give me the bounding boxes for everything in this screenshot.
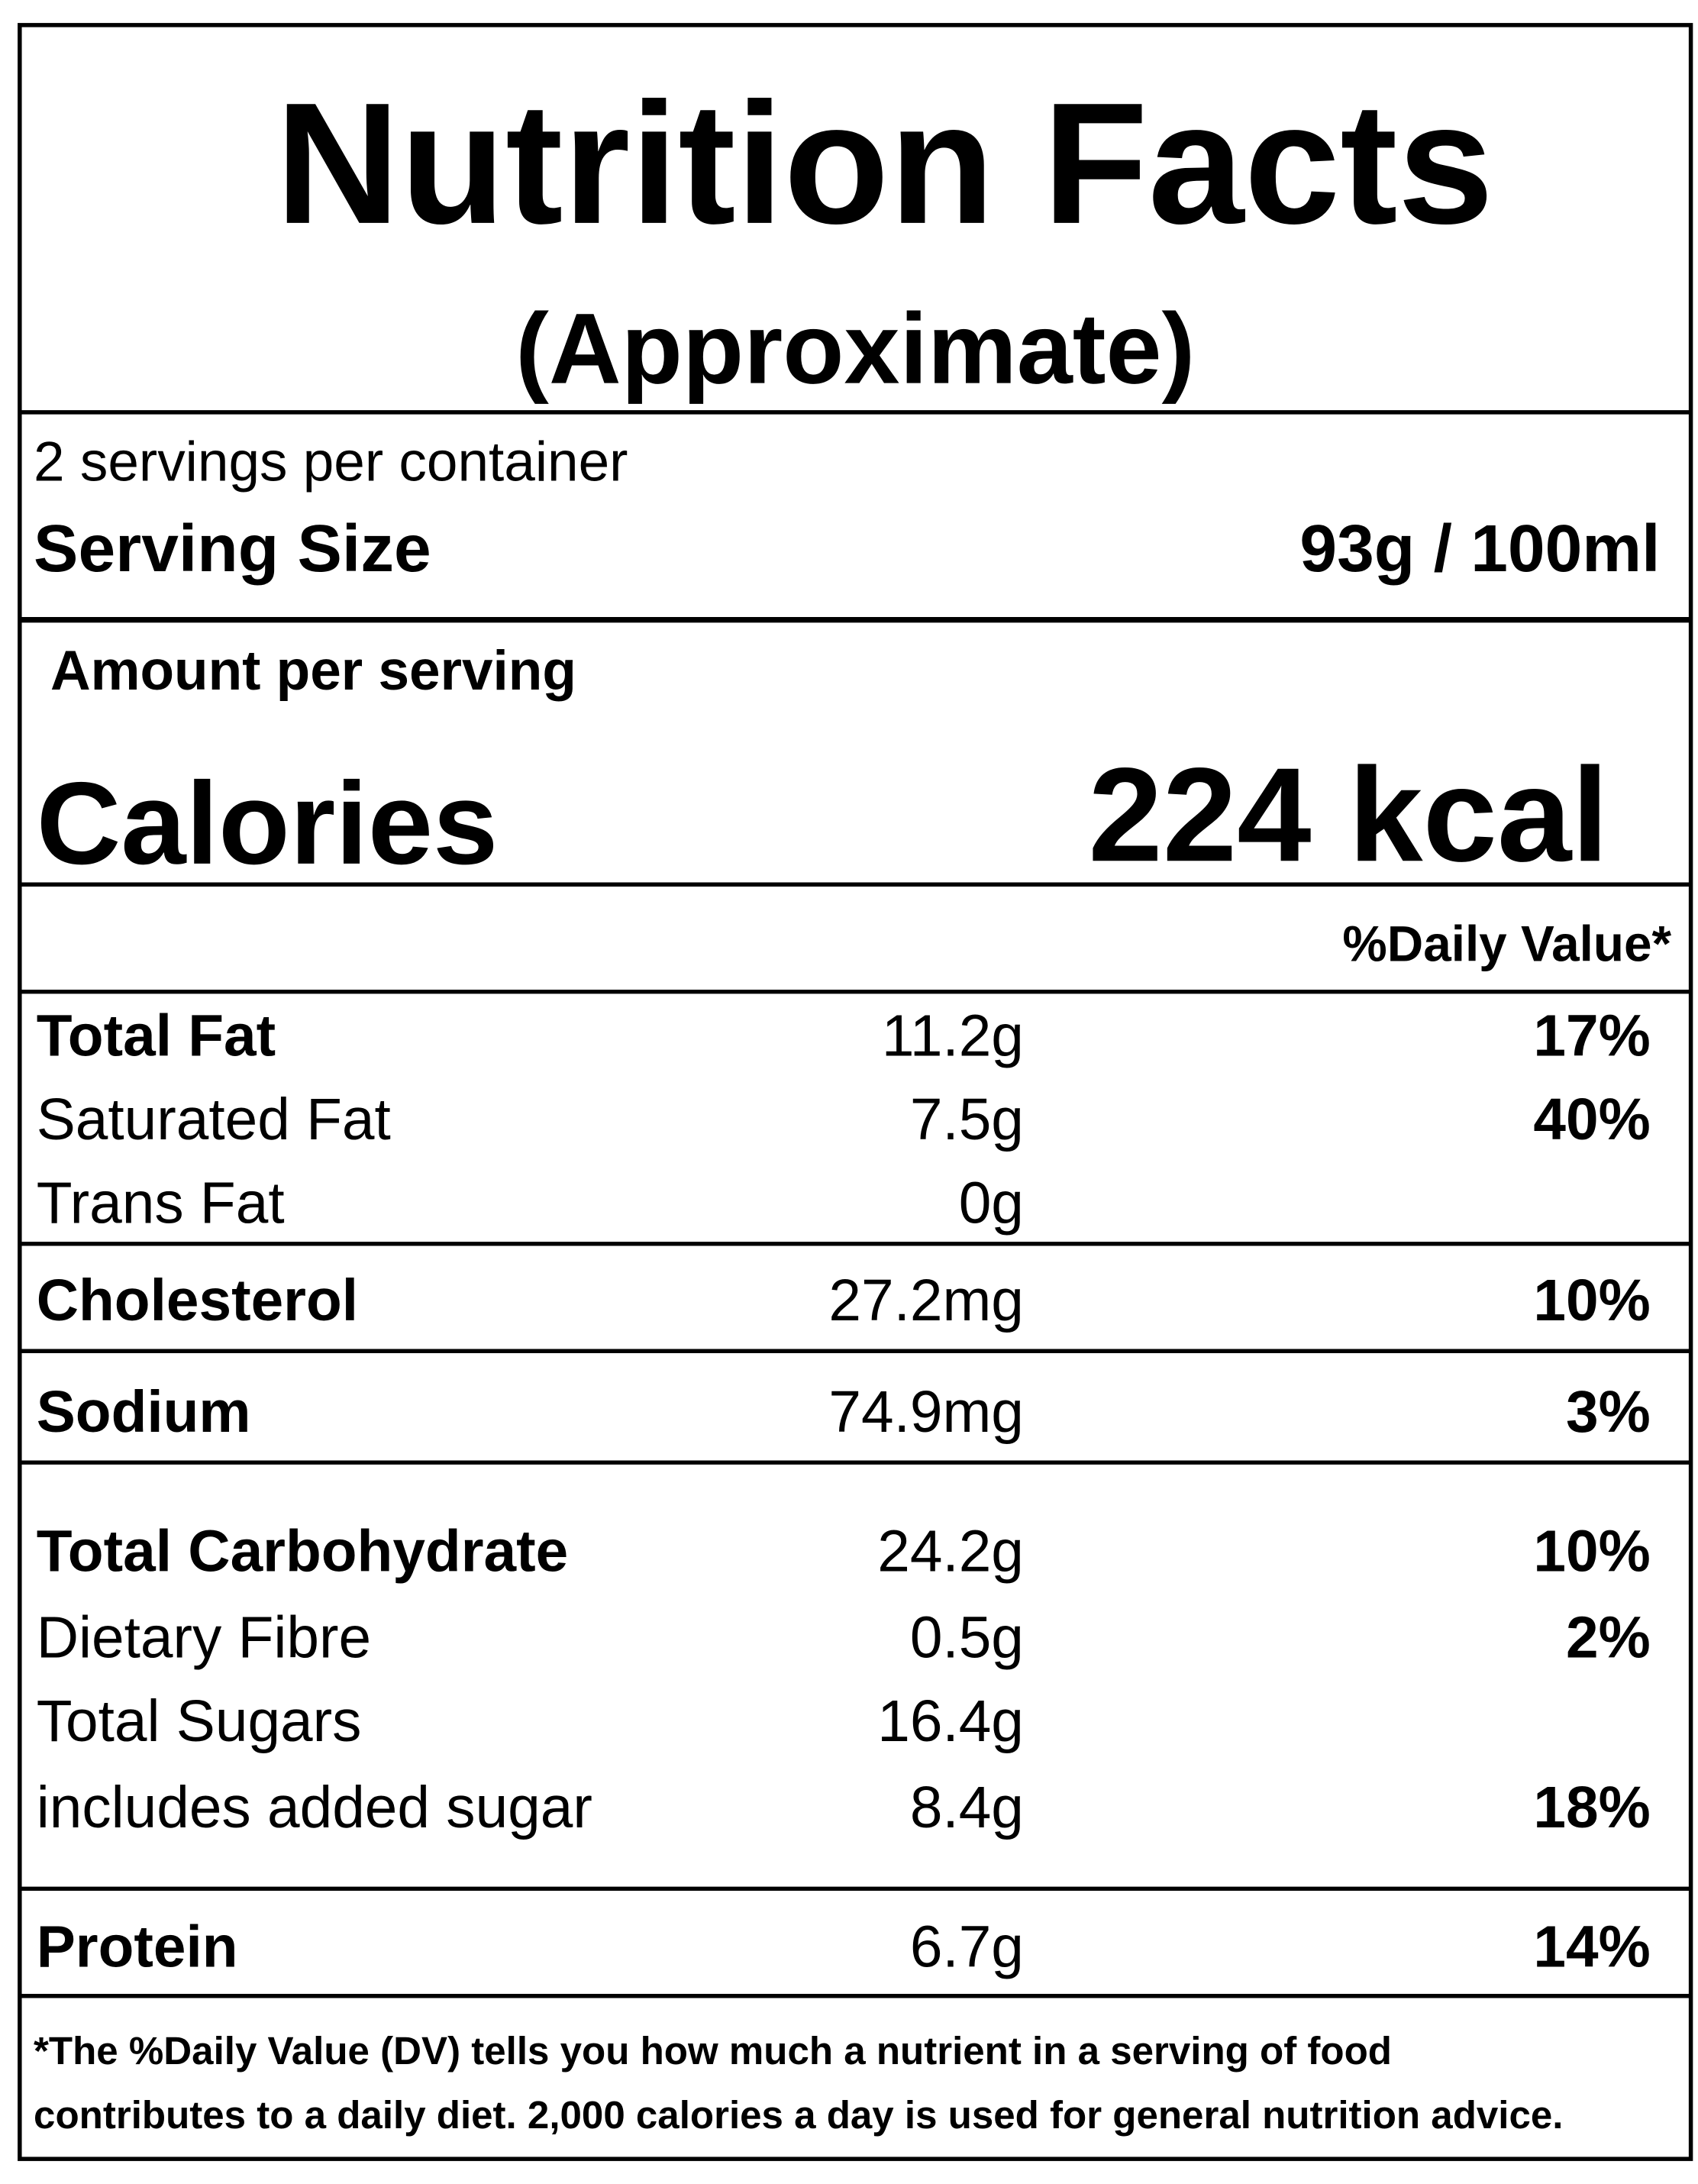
nutrient-dv: 2%	[1566, 1606, 1651, 1671]
nutrient-name: Sodium	[37, 1380, 251, 1445]
servings-per-container: 2 servings per container	[34, 431, 628, 493]
nutrient-name: Total Fat	[37, 1004, 276, 1069]
nutrient-dv: 18%	[1533, 1775, 1650, 1840]
amount-label: Amount per serving	[50, 640, 576, 702]
nutrient-name: Saturated Fat	[37, 1087, 391, 1152]
nutrient-name: Dietary Fibre	[37, 1606, 371, 1671]
nutrient-amount: 16.4g	[877, 1689, 1024, 1754]
nutrient-amount: 0g	[959, 1171, 1024, 1236]
dv-header: %Daily Value*	[1342, 916, 1671, 972]
serving-size-label: Serving Size	[34, 511, 431, 586]
nutrient-amount: 7.5g	[910, 1087, 1024, 1152]
footnote-line: *The %Daily Value (DV) tells you how muc…	[34, 2029, 1392, 2073]
title: Nutrition Facts	[276, 66, 1494, 260]
nutrient-name: Cholesterol	[37, 1268, 358, 1333]
serving-size: 93g / 100ml	[1299, 511, 1660, 586]
border	[18, 23, 1693, 2161]
calories-label: Calories	[37, 758, 499, 889]
nutrient-name: includes added sugar	[37, 1775, 592, 1840]
nutrient-amount: 0.5g	[910, 1606, 1024, 1671]
subtitle: (Approximate)	[515, 292, 1195, 405]
nutrient-name: Protein	[37, 1914, 238, 1979]
nutrient-amount: 8.4g	[910, 1775, 1024, 1840]
nutrient-amount: 11.2g	[882, 1004, 1024, 1069]
nutrient-dv: 14%	[1533, 1914, 1650, 1979]
nutrient-name: Total Sugars	[37, 1689, 362, 1754]
nutrient-name: Total Carbohydrate	[37, 1519, 569, 1584]
nutrient-dv: 40%	[1533, 1087, 1650, 1152]
nutrient-amount: 6.7g	[910, 1914, 1024, 1979]
nutrient-amount: 27.2mg	[828, 1268, 1023, 1333]
nutrient-name: Trans Fat	[37, 1171, 285, 1236]
nutrient-dv: 10%	[1533, 1268, 1650, 1333]
footnote-line: contributes to a daily diet. 2,000 calor…	[34, 2093, 1563, 2137]
calories-value: 224 kcal	[1088, 740, 1609, 890]
nutrient-amount: 74.9mg	[828, 1380, 1023, 1445]
nutrient-amount: 24.2g	[877, 1519, 1024, 1584]
nutrient-dv: 17%	[1533, 1004, 1650, 1069]
nutrient-dv: 3%	[1566, 1380, 1651, 1445]
nutrient-dv: 10%	[1533, 1519, 1650, 1584]
